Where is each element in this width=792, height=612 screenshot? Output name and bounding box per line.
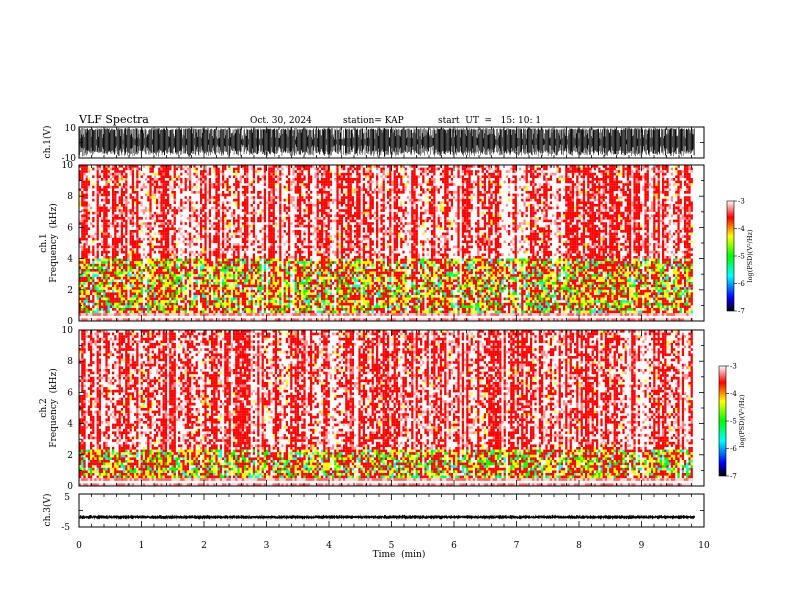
header-start-ut: start UT = 15: 10: 1 [438, 116, 541, 126]
x-tick-label: 2 [201, 541, 207, 551]
y-tick-label: 6 [67, 388, 73, 398]
header-date: Oct. 30, 2024 [250, 116, 312, 126]
ch3-waveform-panel: 5 -5 ch.3(V) [42, 493, 705, 533]
ch1-waveform-ticks [78, 126, 705, 159]
ch1-colorbar-label: log(PSD)(V²/Hz) [746, 229, 754, 282]
x-tick-label: 4 [326, 541, 332, 551]
x-tick-label: 8 [576, 541, 582, 551]
x-tick-label: 9 [639, 541, 645, 551]
colorbar-tick-label: -6 [738, 280, 745, 288]
y-tick-label: 8 [67, 357, 73, 367]
x-axis-ticklabels: 0 1 2 3 4 5 6 7 8 9 10 [76, 541, 710, 551]
header-station: station= KAP [343, 116, 404, 126]
ch2-spectrogram-image [79, 330, 704, 486]
ch3-waveform-ticks [78, 493, 705, 528]
x-tick-label: 5 [389, 541, 395, 551]
ch1-spectrogram-ticks [78, 164, 705, 322]
ch3-waveform-trace [79, 514, 695, 520]
y-tick-label: 6 [67, 223, 73, 233]
colorbar-tick-label: -5 [738, 253, 745, 261]
ch2-spectrogram-yticklabels: 0 2 4 6 8 10 [62, 326, 74, 492]
y-tick-label: 0 [67, 482, 73, 492]
x-tick-label: 6 [451, 541, 457, 551]
colorbar-tick-label: -3 [730, 363, 737, 371]
x-tick-label: 3 [264, 541, 270, 551]
ch1-colorbar-gradient [726, 200, 735, 312]
ch1-waveform-panel: 10 -10 ch.1(V) [42, 124, 705, 164]
y-tick-label: 2 [67, 286, 73, 296]
ch1-spectrogram-ylabel-channel: ch.1 [39, 233, 49, 252]
ch2-spectrogram-ylabel-frequency: Frequency (kHz) [48, 368, 59, 447]
y-tick-label: 10 [62, 161, 74, 171]
ch1-ytick-top: 10 [65, 124, 77, 134]
ch1-colorbar: -3 -4 -5 -6 -7 log(PSD)(V²/Hz) [726, 198, 754, 316]
colorbar-tick-label: -3 [738, 198, 745, 206]
y-tick-label: 4 [67, 255, 73, 265]
ch1-spectrogram-yticklabels: 0 2 4 6 8 10 [62, 161, 74, 327]
y-tick-label: 8 [67, 192, 73, 202]
y-tick-label: 0 [67, 317, 73, 327]
x-axis-label: Time (min) [373, 549, 426, 560]
x-tick-label: 1 [139, 541, 145, 551]
ch1-ytick-bottom: -10 [62, 154, 77, 164]
ch1-waveform-trace [79, 128, 695, 157]
ch2-spectrogram-panel: 0 2 4 6 8 10 ch.2 Frequency (kHz) -3 -4 -5 -6 -7 … [39, 326, 746, 492]
ch1-spectrogram-ylabel-frequency: Frequency (kHz) [48, 203, 59, 282]
y-tick-label: 4 [67, 420, 73, 430]
ch1-spectrogram-image [79, 165, 704, 321]
ch1-waveform-ylabel: ch.1(V) [42, 126, 53, 159]
x-tick-label: 0 [76, 541, 82, 551]
colorbar-tick-label: -7 [730, 473, 737, 481]
colorbar-tick-label: -4 [730, 390, 737, 398]
y-tick-label: 2 [67, 451, 73, 461]
ch3-ytick-top: 5 [64, 493, 70, 503]
figure-title: VLF Spectra [78, 113, 149, 126]
ch2-colorbar-label: log(PSD)(V²/Hz) [738, 394, 746, 447]
x-tick-label: 7 [514, 541, 520, 551]
ch2-spectrogram-ticks [78, 329, 705, 487]
ch2-colorbar-ticks: -3 -4 -5 -6 -7 [726, 363, 737, 481]
ch3-ytick-bottom: -5 [61, 523, 70, 533]
colorbar-tick-label: -6 [730, 445, 737, 453]
x-tick-label: 10 [698, 541, 710, 551]
colorbar-tick-label: -7 [738, 308, 745, 316]
colorbar-tick-label: -4 [738, 225, 745, 233]
ch2-spectrogram-ylabel-channel: ch.2 [39, 398, 49, 417]
ch3-waveform-ylabel: ch.3(V) [42, 494, 53, 527]
ch1-colorbar-ticks: -3 -4 -5 -6 -7 [734, 198, 745, 316]
y-tick-label: 10 [62, 326, 74, 336]
ch2-colorbar: -3 -4 -5 -6 -7 log(PSD)(V²/Hz) [718, 363, 746, 481]
ch1-spectrogram-panel: 0 2 4 6 8 10 ch.1 Frequency (kHz) -3 -4 -5 -6 -7 … [39, 161, 754, 327]
colorbar-tick-label: -5 [730, 418, 737, 426]
ch2-colorbar-gradient [718, 365, 727, 477]
